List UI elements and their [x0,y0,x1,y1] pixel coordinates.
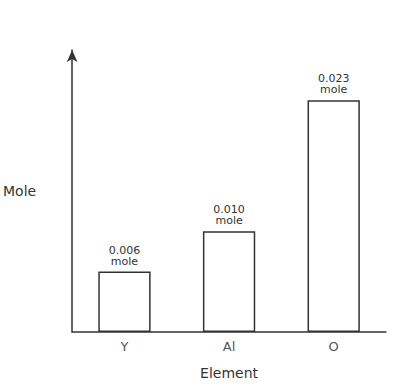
svg-text:Element: Element [200,365,258,381]
svg-text:0.010: 0.010 [213,203,245,217]
svg-text:0.006: 0.006 [108,243,141,257]
svg-text:mole: mole [111,255,139,268]
svg-text:O: O [329,339,339,354]
svg-text:mole: mole [215,214,243,227]
svg-text:Al: Al [223,339,236,354]
svg-text:Mole: Mole [3,183,36,199]
svg-text:0.023: 0.023 [317,72,350,86]
svg-text:mole: mole [320,83,348,96]
svg-text:Y: Y [119,339,128,354]
